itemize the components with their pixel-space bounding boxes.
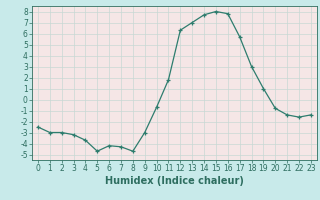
X-axis label: Humidex (Indice chaleur): Humidex (Indice chaleur) (105, 176, 244, 186)
